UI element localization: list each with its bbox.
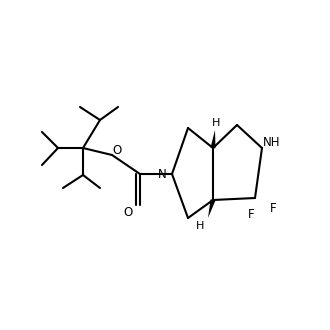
Text: F: F xyxy=(270,202,276,214)
Text: H: H xyxy=(196,221,204,231)
Text: O: O xyxy=(113,144,122,156)
Polygon shape xyxy=(208,199,215,218)
Text: N: N xyxy=(158,168,166,181)
Polygon shape xyxy=(211,130,215,148)
Text: H: H xyxy=(212,118,220,128)
Text: O: O xyxy=(123,206,133,218)
Text: F: F xyxy=(248,209,254,221)
Text: NH: NH xyxy=(263,136,281,148)
